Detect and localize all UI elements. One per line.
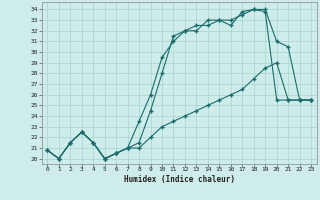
- X-axis label: Humidex (Indice chaleur): Humidex (Indice chaleur): [124, 175, 235, 184]
